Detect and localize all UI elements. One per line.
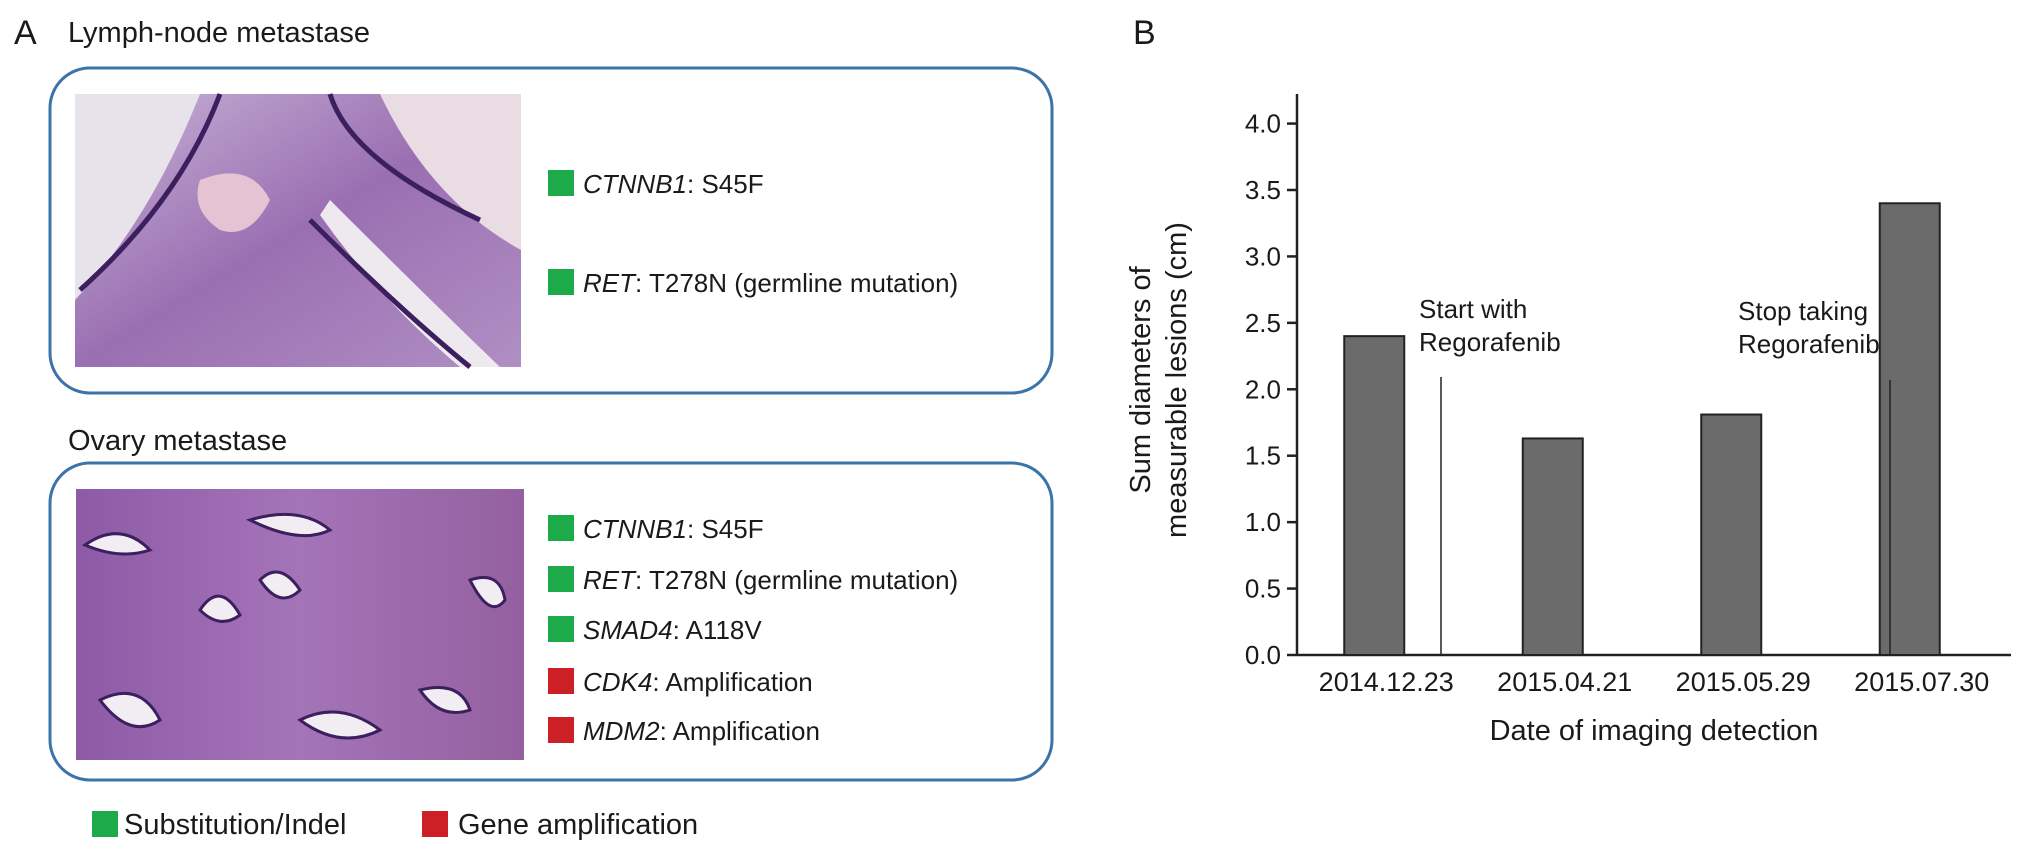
annotation: Regorafenib bbox=[1738, 329, 1880, 359]
y-tick-label: 3.0 bbox=[1245, 241, 1281, 271]
gene-name: RET bbox=[583, 565, 637, 595]
group-box bbox=[48, 461, 1054, 782]
annotation: Start with bbox=[1419, 294, 1527, 324]
y-tick-label: 0.5 bbox=[1245, 574, 1281, 604]
y-tick-label: 3.5 bbox=[1245, 175, 1281, 205]
mutation-detail: : A118V bbox=[673, 615, 763, 645]
gene-name: CTNNB1 bbox=[583, 169, 687, 199]
legend: Substitution/Indel Gene amplification bbox=[92, 809, 698, 841]
mutation-label: MDM2: Amplification bbox=[583, 716, 820, 746]
bar-chart: 0.0 0.5 1.0 1.5 2.0 2.5 3.0 3.5 4.0 2014.12.23 201… bbox=[1125, 94, 2011, 747]
marker-square bbox=[548, 566, 574, 592]
gene-name: CDK4 bbox=[583, 667, 652, 697]
mutation-label: RET: T278N (germline mutation) bbox=[583, 565, 958, 595]
annotation: Stop taking bbox=[1738, 296, 1868, 326]
x-tick-label: 2015.07.30 bbox=[1854, 667, 1989, 697]
bar bbox=[1521, 437, 1584, 657]
gene-name: SMAD4 bbox=[583, 615, 673, 645]
marker-square bbox=[548, 269, 574, 295]
mutation-list: CTNNB1: S45F RET: T278N (germline mutatio… bbox=[548, 169, 958, 298]
mutation-label: CTNNB1: S45F bbox=[583, 169, 764, 199]
gene-name: RET bbox=[583, 268, 637, 298]
panel-label: A bbox=[14, 14, 37, 52]
group-title: Ovary metastase bbox=[68, 425, 287, 457]
y-tick-label: 0.0 bbox=[1245, 640, 1281, 670]
panel-label: B bbox=[1133, 14, 1156, 52]
mutation-detail: : Amplification bbox=[660, 716, 820, 746]
mutation-label: SMAD4: A118V bbox=[583, 615, 762, 645]
y-tick-label: 4.0 bbox=[1245, 109, 1281, 139]
group-box bbox=[48, 66, 1054, 395]
mutation-detail: : S45F bbox=[687, 169, 764, 199]
x-axis-label: Date of imaging detection bbox=[1490, 715, 1819, 747]
marker-square bbox=[548, 668, 574, 694]
mutation-detail: : S45F bbox=[687, 514, 764, 544]
mutation-detail: : T278N (germline mutation) bbox=[635, 565, 958, 595]
group-title: Lymph-node metastase bbox=[68, 17, 370, 49]
x-tick-label: 2015.04.21 bbox=[1497, 667, 1632, 697]
mutation-label: CTNNB1: S45F bbox=[583, 514, 764, 544]
y-tick-label: 2.0 bbox=[1245, 374, 1281, 404]
bar bbox=[1700, 413, 1763, 656]
marker-square bbox=[548, 616, 574, 642]
marker-square bbox=[548, 717, 574, 743]
bar bbox=[1343, 335, 1406, 656]
mutation-detail: : T278N (germline mutation) bbox=[635, 268, 958, 298]
marker-square bbox=[548, 515, 574, 541]
y-tick-label: 2.5 bbox=[1245, 308, 1281, 338]
mutation-list: CTNNB1: S45F RET: T278N (germline mutatio… bbox=[548, 514, 958, 746]
legend-swatch bbox=[92, 811, 118, 837]
legend-swatch bbox=[422, 811, 448, 837]
mutation-label: RET: T278N (germline mutation) bbox=[583, 268, 958, 298]
gene-name: CTNNB1 bbox=[583, 514, 687, 544]
x-tick-label: 2014.12.23 bbox=[1319, 667, 1454, 697]
histology-image bbox=[75, 93, 521, 369]
y-axis-label: measurable lesions (cm) bbox=[1161, 222, 1193, 538]
legend-label: Substitution/Indel bbox=[124, 809, 346, 841]
legend-label: Gene amplification bbox=[458, 809, 698, 841]
mutation-label: CDK4: Amplification bbox=[583, 667, 813, 697]
mutation-detail: : Amplification bbox=[652, 667, 812, 697]
histology-image bbox=[76, 489, 524, 760]
y-axis-label: Sum diameters of bbox=[1125, 265, 1157, 493]
annotation: Regorafenib bbox=[1419, 327, 1561, 357]
gene-name: MDM2 bbox=[583, 716, 660, 746]
y-tick-label: 1.5 bbox=[1245, 441, 1281, 471]
marker-square bbox=[548, 170, 574, 196]
y-tick-label: 1.0 bbox=[1245, 507, 1281, 537]
x-tick-label: 2015.05.29 bbox=[1676, 667, 1811, 697]
bar bbox=[1878, 202, 1941, 657]
